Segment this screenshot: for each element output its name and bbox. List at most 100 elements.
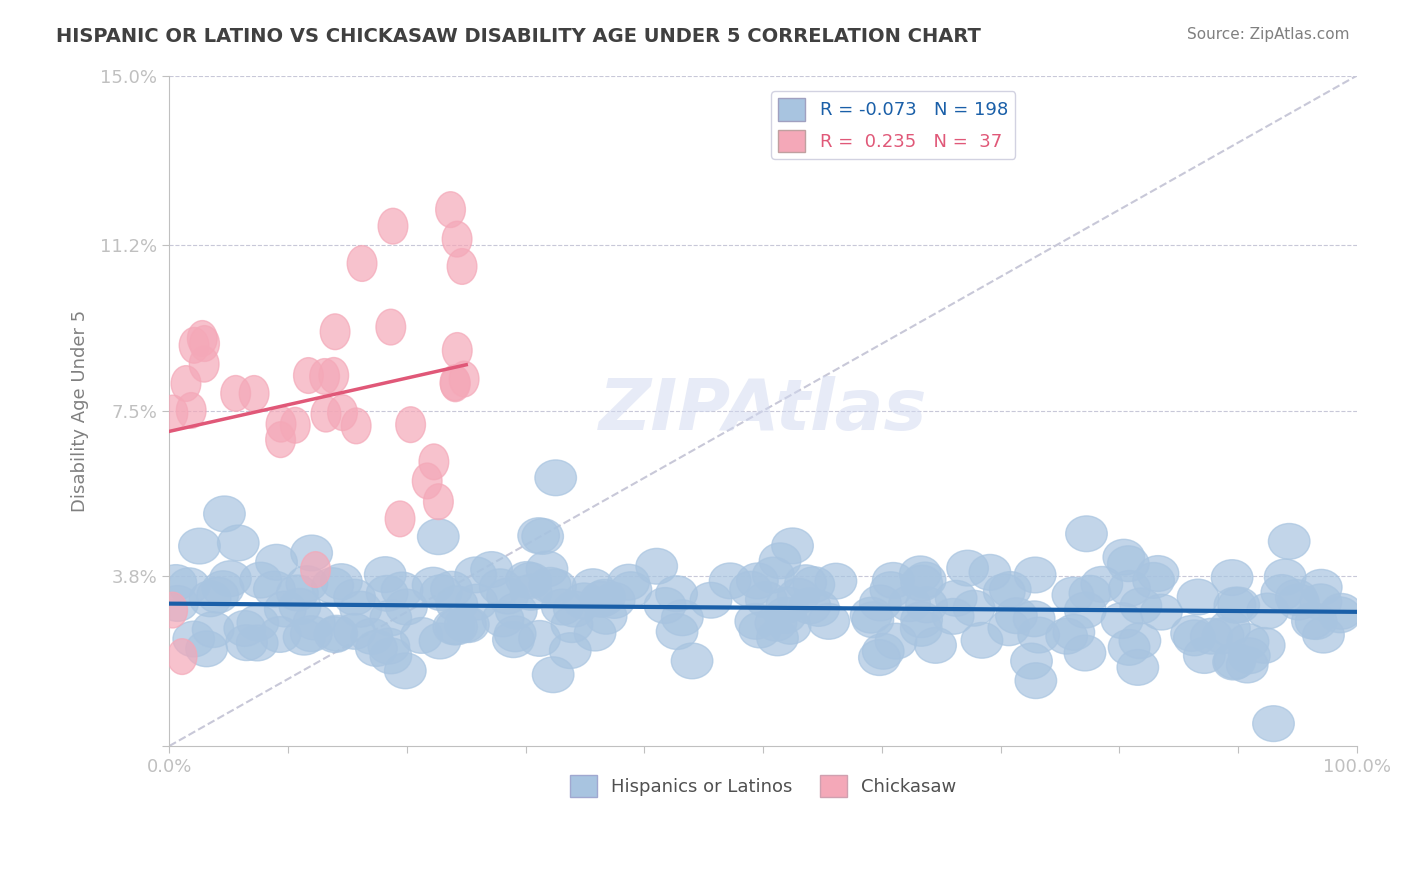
Ellipse shape: [291, 535, 332, 571]
Ellipse shape: [280, 589, 321, 624]
Ellipse shape: [378, 209, 408, 244]
Ellipse shape: [186, 631, 228, 666]
Ellipse shape: [356, 631, 396, 666]
Ellipse shape: [935, 581, 977, 616]
Ellipse shape: [280, 408, 311, 443]
Ellipse shape: [385, 501, 415, 537]
Ellipse shape: [593, 582, 636, 618]
Ellipse shape: [1261, 574, 1302, 610]
Ellipse shape: [530, 567, 571, 603]
Ellipse shape: [554, 591, 595, 627]
Ellipse shape: [815, 563, 856, 599]
Ellipse shape: [1069, 575, 1111, 611]
Ellipse shape: [238, 605, 278, 640]
Ellipse shape: [533, 657, 574, 692]
Ellipse shape: [932, 599, 974, 634]
Ellipse shape: [440, 365, 470, 401]
Ellipse shape: [347, 245, 377, 281]
Ellipse shape: [312, 567, 353, 604]
Ellipse shape: [368, 628, 409, 664]
Ellipse shape: [522, 518, 564, 554]
Ellipse shape: [202, 571, 243, 607]
Ellipse shape: [456, 557, 496, 593]
Ellipse shape: [766, 587, 808, 623]
Ellipse shape: [526, 551, 568, 587]
Ellipse shape: [266, 406, 295, 442]
Ellipse shape: [510, 563, 551, 599]
Ellipse shape: [401, 617, 443, 653]
Ellipse shape: [412, 463, 441, 499]
Ellipse shape: [156, 585, 198, 622]
Ellipse shape: [328, 395, 357, 431]
Ellipse shape: [1053, 615, 1095, 650]
Ellipse shape: [385, 589, 427, 625]
Ellipse shape: [534, 569, 576, 605]
Ellipse shape: [1247, 593, 1288, 629]
Ellipse shape: [889, 586, 931, 622]
Ellipse shape: [420, 574, 461, 610]
Ellipse shape: [752, 558, 794, 593]
Ellipse shape: [953, 591, 995, 626]
Ellipse shape: [436, 609, 477, 645]
Ellipse shape: [1218, 587, 1260, 623]
Ellipse shape: [294, 358, 323, 393]
Ellipse shape: [859, 640, 900, 675]
Ellipse shape: [1301, 569, 1343, 605]
Ellipse shape: [266, 422, 295, 458]
Ellipse shape: [239, 376, 269, 411]
Ellipse shape: [285, 566, 328, 601]
Ellipse shape: [862, 633, 904, 669]
Ellipse shape: [1066, 516, 1108, 551]
Ellipse shape: [1018, 617, 1060, 653]
Ellipse shape: [381, 572, 423, 607]
Ellipse shape: [1303, 617, 1344, 653]
Ellipse shape: [321, 564, 363, 599]
Ellipse shape: [797, 591, 839, 626]
Ellipse shape: [187, 320, 217, 356]
Ellipse shape: [321, 314, 350, 350]
Ellipse shape: [1011, 643, 1052, 679]
Ellipse shape: [443, 221, 472, 257]
Ellipse shape: [572, 569, 614, 605]
Ellipse shape: [1177, 579, 1219, 615]
Ellipse shape: [772, 528, 813, 564]
Ellipse shape: [443, 333, 472, 368]
Ellipse shape: [550, 632, 591, 668]
Ellipse shape: [256, 544, 297, 580]
Ellipse shape: [510, 574, 553, 610]
Ellipse shape: [253, 571, 295, 607]
Ellipse shape: [519, 621, 561, 657]
Ellipse shape: [433, 609, 475, 645]
Ellipse shape: [291, 615, 332, 651]
Ellipse shape: [1213, 644, 1254, 680]
Ellipse shape: [789, 588, 831, 624]
Ellipse shape: [534, 460, 576, 496]
Ellipse shape: [1014, 601, 1054, 637]
Ellipse shape: [564, 583, 605, 619]
Text: Source: ZipAtlas.com: Source: ZipAtlas.com: [1187, 27, 1350, 42]
Ellipse shape: [1264, 559, 1306, 595]
Ellipse shape: [167, 639, 197, 674]
Ellipse shape: [1119, 623, 1161, 658]
Ellipse shape: [1209, 610, 1250, 646]
Ellipse shape: [756, 620, 799, 656]
Ellipse shape: [740, 612, 780, 648]
Ellipse shape: [995, 598, 1038, 633]
Text: HISPANIC OR LATINO VS CHICKASAW DISABILITY AGE UNDER 5 CORRELATION CHART: HISPANIC OR LATINO VS CHICKASAW DISABILI…: [56, 27, 981, 45]
Ellipse shape: [585, 599, 627, 634]
Ellipse shape: [1015, 663, 1057, 698]
Ellipse shape: [870, 572, 911, 607]
Ellipse shape: [1121, 588, 1161, 624]
Ellipse shape: [1064, 635, 1105, 671]
Ellipse shape: [364, 557, 406, 592]
Ellipse shape: [745, 582, 787, 617]
Ellipse shape: [176, 392, 207, 428]
Ellipse shape: [988, 610, 1029, 646]
Ellipse shape: [370, 600, 412, 636]
Ellipse shape: [1116, 649, 1159, 685]
Ellipse shape: [352, 618, 392, 654]
Ellipse shape: [1212, 559, 1253, 596]
Ellipse shape: [436, 586, 478, 622]
Ellipse shape: [875, 624, 917, 659]
Ellipse shape: [1226, 647, 1268, 683]
